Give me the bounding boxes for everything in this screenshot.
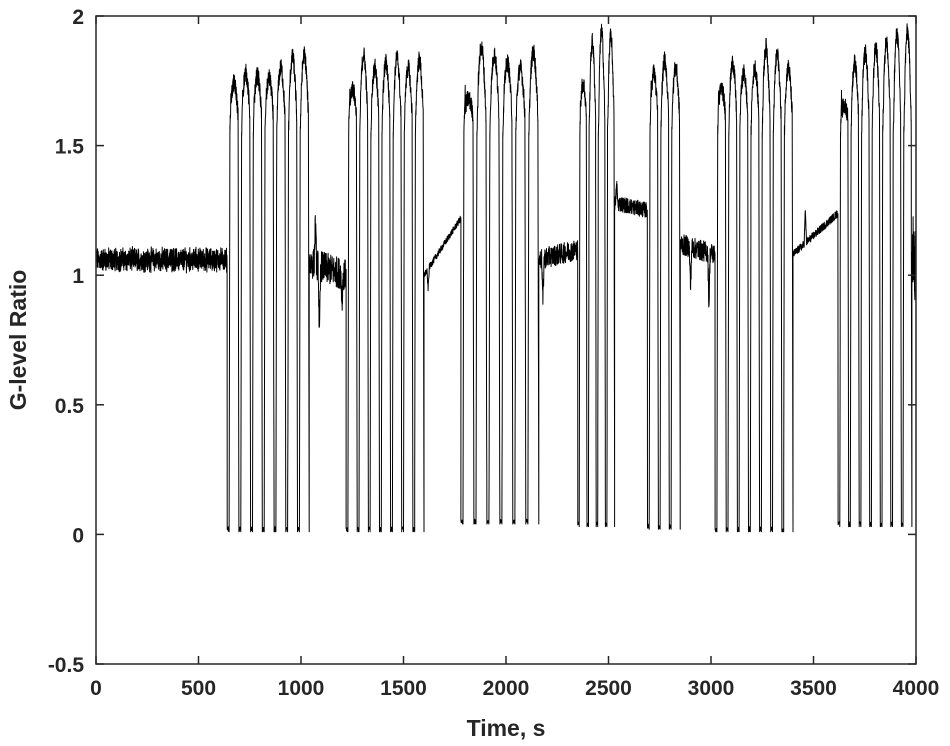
x-tick-label: 500: [181, 677, 216, 700]
x-tick-label: 2000: [483, 677, 530, 700]
y-axis: -0.5 0 0.5 1 1.5 2: [48, 6, 916, 677]
y-tick-label: 1: [72, 265, 84, 288]
x-tick-label: 1000: [278, 677, 325, 700]
x-tick-label: 3000: [688, 677, 735, 700]
y-tick-label: 2: [72, 6, 84, 29]
y-axis-label: G-level Ratio: [5, 270, 31, 411]
y-tick-label: -0.5: [48, 654, 85, 677]
x-tick-label: 2500: [585, 677, 632, 700]
x-tick-label: 0: [90, 677, 102, 700]
y-tick-label: 0.5: [55, 395, 85, 418]
y-tick-label: 0: [72, 524, 84, 547]
series-line: [95, 23, 917, 533]
data-trace: [95, 23, 917, 533]
x-axis-label: Time, s: [467, 715, 546, 741]
x-tick-label: 1500: [380, 677, 427, 700]
y-tick-label: 1.5: [55, 136, 85, 159]
x-tick-label: 4000: [893, 677, 940, 700]
x-axis: 0 500 1000 1500 2000 2500 3000 3500 4000: [90, 16, 939, 700]
x-tick-label: 3500: [790, 677, 837, 700]
